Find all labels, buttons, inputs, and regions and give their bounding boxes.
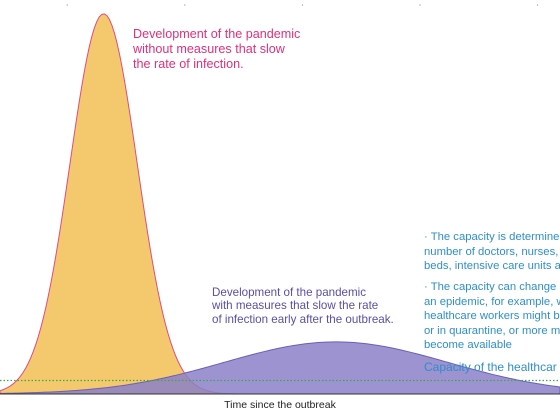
annotation-line: Development of the pandemic	[212, 286, 367, 299]
annotation-with-measures: Development of the pandemic with measure…	[212, 286, 422, 326]
capacity-note-2: · The capacity can change an epidemic, f…	[424, 280, 560, 353]
top-tick-marks	[66, 4, 539, 6]
annotation-without-measures: Development of the pandemic without meas…	[133, 27, 373, 71]
annotation-line: with measures that slow the rate	[212, 299, 379, 313]
note-line: healthcare workers might b	[424, 310, 560, 323]
note-line: beds, intensive care units a	[424, 260, 560, 273]
note-line: or in quarantine, or more m	[424, 324, 560, 337]
capacity-label: Capacity of the healthcar	[424, 360, 557, 374]
x-axis-label: Time since the outbreak	[224, 399, 336, 411]
annotation-line: without measures that slow	[133, 41, 285, 56]
annotation-line: the rate of infection.	[133, 56, 244, 71]
annotation-line: Development of the pandemic	[133, 27, 301, 41]
annotation-line: of infection early after the outbreak.	[212, 312, 394, 326]
note-line: become available	[424, 339, 512, 352]
note-line: · The capacity is determine	[424, 231, 560, 243]
note-line: an epidemic, for example, w	[424, 295, 560, 308]
note-line: number of doctors, nurses,	[424, 245, 559, 258]
capacity-note-1: · The capacity is determine number of do…	[424, 230, 560, 274]
note-line: · The capacity can change	[424, 281, 557, 293]
